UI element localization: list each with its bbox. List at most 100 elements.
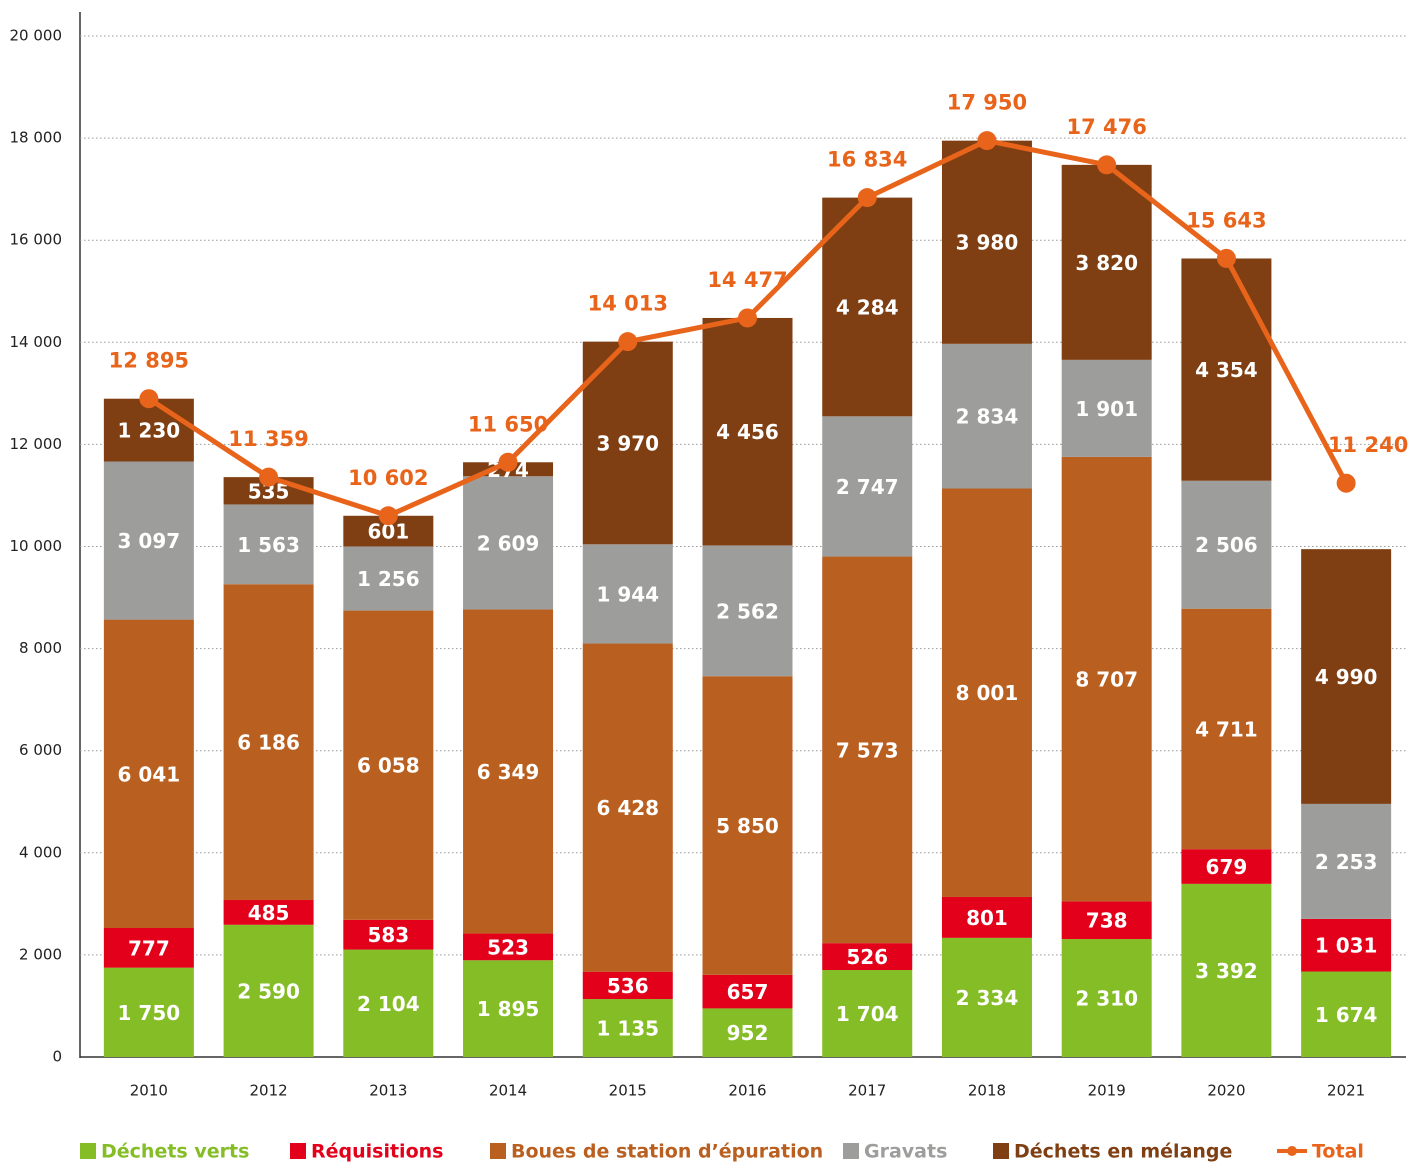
data-label: 4 711 — [1195, 717, 1258, 741]
bar-segment — [1061, 164, 1152, 360]
data-label: 2 747 — [836, 475, 899, 499]
data-label: 6 349 — [477, 760, 540, 784]
bar-segment — [702, 974, 793, 1009]
legend-swatch — [490, 1143, 506, 1159]
data-label: 2 834 — [956, 405, 1019, 429]
y-tick-label: 4 000 — [19, 843, 62, 861]
bar-segment — [941, 896, 1032, 938]
data-label: 801 — [966, 906, 1008, 930]
x-tick-label: 2018 — [968, 1082, 1006, 1100]
data-label: 1 895 — [477, 997, 540, 1021]
x-tick-label: 2017 — [848, 1082, 886, 1100]
bar-segment — [702, 1008, 793, 1057]
data-label: 2 310 — [1075, 987, 1138, 1011]
y-tick-label: 0 — [52, 1048, 62, 1066]
data-label: 526 — [846, 945, 888, 969]
total-label: 17 950 — [947, 91, 1027, 115]
x-tick-label: 2012 — [249, 1082, 287, 1100]
bar-segment — [343, 610, 434, 920]
legend-swatch — [843, 1143, 859, 1159]
bar-segment — [582, 643, 673, 972]
data-label: 1 901 — [1075, 397, 1138, 421]
data-label: 6 428 — [596, 796, 659, 820]
bar-segment — [941, 140, 1032, 344]
data-label: 1 750 — [118, 1001, 181, 1025]
data-label: 1 704 — [836, 1002, 899, 1026]
bar-segment — [822, 197, 913, 417]
data-label: 1 135 — [596, 1017, 659, 1041]
total-label: 14 013 — [588, 292, 668, 316]
bar-segment — [822, 943, 913, 971]
bar-segment — [1061, 939, 1152, 1057]
data-label: 777 — [128, 936, 170, 960]
bar-segment — [582, 341, 673, 545]
x-tick-label: 2015 — [609, 1082, 647, 1100]
bar-segment — [223, 504, 314, 585]
data-label: 952 — [727, 1021, 769, 1045]
legend-label: Boues de station d’épuration — [511, 1141, 823, 1163]
total-point — [259, 467, 279, 487]
bar-segment — [1301, 549, 1392, 804]
bar-segment — [1181, 849, 1272, 884]
bar-segment — [582, 971, 673, 1000]
legend-label: Déchets en mélange — [1014, 1141, 1232, 1163]
bar-segment — [702, 317, 793, 546]
x-tick-label: 2016 — [728, 1082, 766, 1100]
data-label: 8 707 — [1075, 668, 1138, 692]
y-tick-label: 2 000 — [19, 945, 62, 963]
data-label: 1 674 — [1315, 1003, 1378, 1027]
bar-segment — [1061, 901, 1152, 940]
data-label: 3 392 — [1195, 959, 1258, 983]
data-label: 3 820 — [1075, 251, 1138, 275]
data-label: 4 354 — [1195, 358, 1258, 382]
y-tick-label: 14 000 — [10, 333, 63, 351]
y-tick-label: 18 000 — [10, 129, 63, 147]
total-point — [139, 389, 159, 409]
bar-segment — [223, 900, 314, 925]
data-label: 3 970 — [596, 431, 659, 455]
data-label: 3 097 — [118, 529, 181, 553]
data-label: 4 456 — [716, 420, 779, 444]
data-label: 4 284 — [836, 295, 899, 319]
data-label: 2 609 — [477, 531, 540, 555]
bar-segment — [103, 927, 194, 968]
bar-segment — [463, 960, 554, 1057]
bar-segment — [223, 924, 314, 1057]
bar-segment — [941, 488, 1032, 897]
data-label: 6 041 — [118, 762, 181, 786]
legend-marker — [1287, 1146, 1297, 1156]
bar-segment — [702, 545, 793, 677]
data-label: 2 562 — [716, 599, 779, 623]
total-label: 17 476 — [1066, 115, 1146, 139]
x-tick-label: 2010 — [130, 1082, 168, 1100]
legend-swatch — [993, 1143, 1009, 1159]
total-label: 12 895 — [109, 349, 189, 373]
bar-segment — [103, 398, 194, 462]
bar-segment — [702, 676, 793, 975]
data-label: 2 590 — [237, 979, 300, 1003]
total-label: 14 477 — [707, 268, 787, 292]
data-label: 2 506 — [1195, 533, 1258, 557]
bar-segment — [822, 416, 913, 557]
x-tick-label: 2013 — [369, 1082, 407, 1100]
bar-segment — [582, 544, 673, 644]
legend-label: Gravats — [864, 1141, 947, 1163]
x-tick-label: 2021 — [1327, 1082, 1365, 1100]
data-label: 679 — [1206, 855, 1248, 879]
bar-segment — [1301, 971, 1392, 1057]
legend-label: Total — [1312, 1141, 1364, 1163]
bar-segment — [463, 609, 554, 934]
data-label: 5 850 — [716, 814, 779, 838]
total-point — [1216, 248, 1236, 268]
data-label: 4 990 — [1315, 665, 1378, 689]
bar-segment — [103, 461, 194, 620]
data-label: 8 001 — [956, 681, 1019, 705]
total-point — [498, 452, 518, 472]
bar-segment — [223, 584, 314, 901]
total-label: 11 359 — [228, 427, 308, 451]
bar-segment — [1181, 883, 1272, 1057]
data-label: 1 031 — [1315, 934, 1378, 958]
bar-segment — [103, 967, 194, 1057]
y-tick-label: 8 000 — [19, 639, 62, 657]
total-point — [738, 308, 757, 328]
